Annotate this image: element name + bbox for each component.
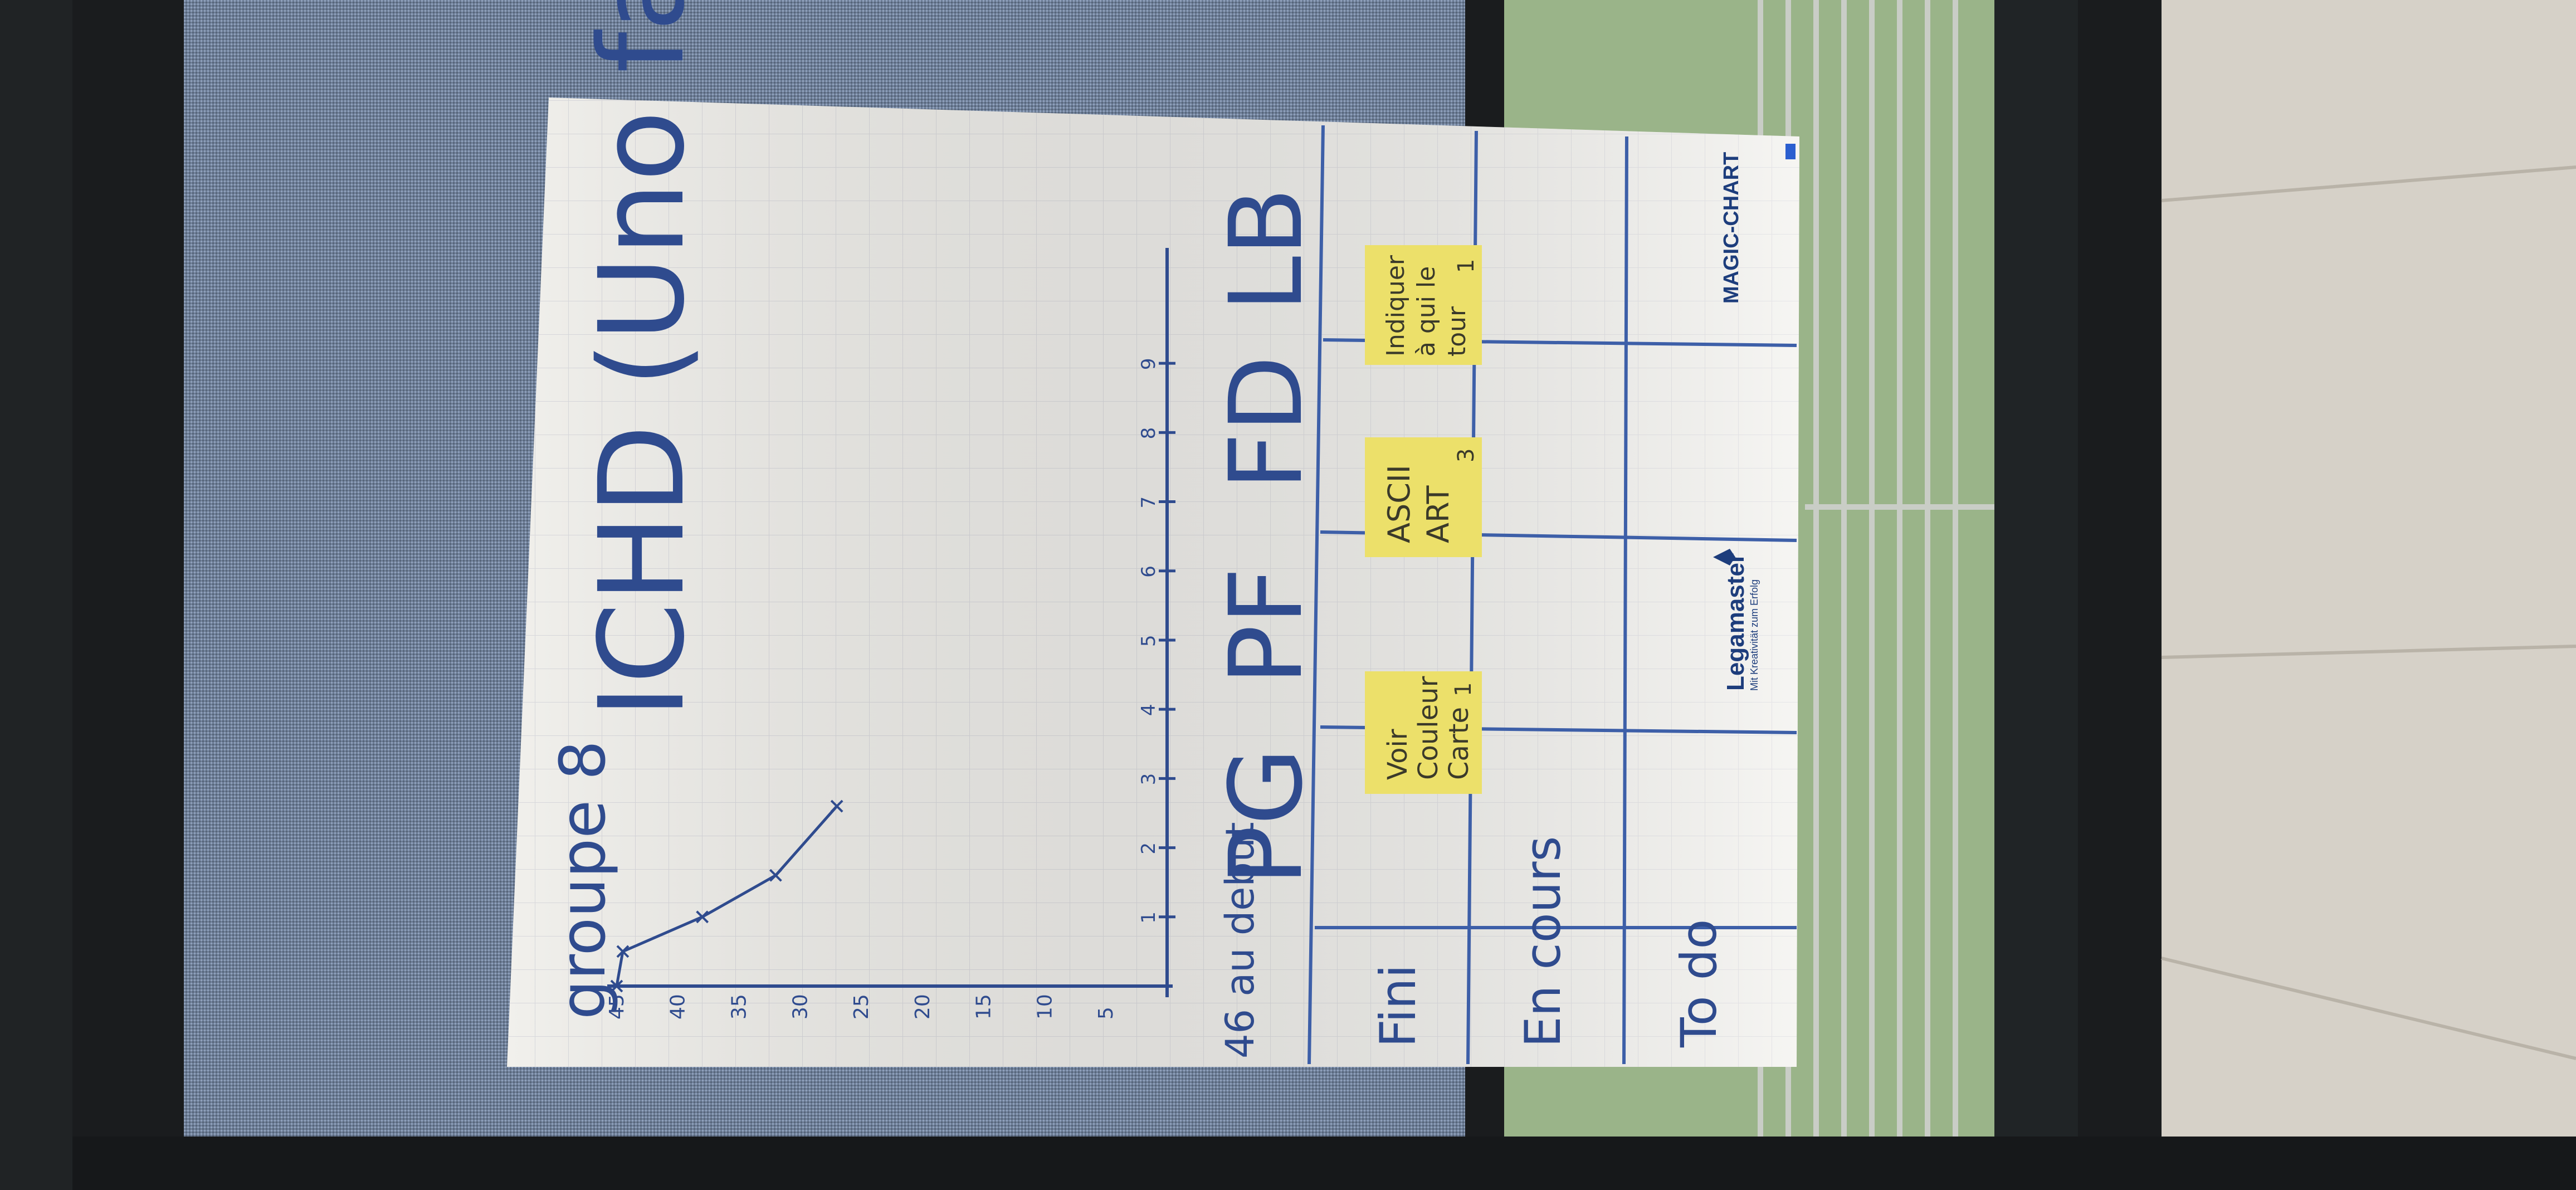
data-point (610, 979, 623, 993)
svg-text:Couleur: Couleur (1413, 676, 1444, 780)
y-tick-label: 40 (667, 994, 690, 1020)
sticky-note: Indiquer à qui le tour 1 (1365, 245, 1482, 365)
y-tick-label: 30 (789, 994, 812, 1020)
initials-lb: LB (1208, 187, 1325, 312)
legamaster-tagline: Mit Kreativität zum Erfolg (1749, 579, 1760, 691)
svg-text:tour: tour (1443, 306, 1471, 357)
window-sill (0, 1137, 2576, 1190)
y-tick-label: 45 (606, 994, 628, 1020)
window-mullion (1994, 0, 2078, 1190)
svg-text:1: 1 (1451, 682, 1476, 696)
svg-text:ASCII: ASCII (1382, 465, 1417, 543)
window-edge (0, 0, 72, 1190)
row-label-in-progress: En cours (1514, 836, 1572, 1047)
project-title: ICHD (Uno fatigue) (574, 0, 710, 719)
legamaster-logo: Legamaster (1722, 553, 1749, 691)
row-label-todo: To do (1670, 919, 1728, 1048)
svg-text:3: 3 (1453, 448, 1479, 462)
x-tick-label: 1 (1138, 911, 1160, 924)
svg-text:Carte: Carte (1443, 707, 1475, 780)
data-point (769, 869, 782, 882)
svg-text:à qui le: à qui le (1412, 266, 1441, 357)
sheet-tab (1785, 144, 1796, 159)
data-point (616, 945, 630, 958)
svg-text:1: 1 (1453, 259, 1479, 273)
data-point (830, 799, 843, 813)
y-tick-label: 10 (1033, 994, 1056, 1020)
sticky-note: Voir Couleur Carte 1 (1365, 671, 1482, 794)
y-tick-label: 25 (850, 994, 873, 1020)
legamaster-hand-icon (1713, 549, 1735, 565)
x-tick-label: 6 (1138, 565, 1160, 578)
svg-text:Voir: Voir (1382, 729, 1413, 780)
y-tick-label: 5 (1095, 1007, 1118, 1020)
start-note: 46 au debut (1217, 822, 1263, 1059)
magic-chart-logo: MAGIC-CHART (1720, 152, 1743, 304)
y-tick-label: 15 (973, 994, 996, 1020)
y-tick-label: 20 (911, 994, 934, 1020)
x-tick-label: 8 (1138, 427, 1160, 440)
x-tick-label: 4 (1138, 704, 1160, 716)
tile-lines (2161, 165, 2576, 1060)
initials-fd: FD (1208, 355, 1325, 490)
svg-text:ART: ART (1421, 485, 1456, 543)
x-tick-label: 3 (1138, 773, 1160, 786)
x-tick-label: 2 (1138, 842, 1160, 855)
svg-text:Indiquer: Indiquer (1382, 255, 1410, 357)
chart-axes (607, 248, 1173, 997)
x-tick-label: 9 (1138, 358, 1160, 370)
data-point (696, 910, 709, 924)
initials-pf: PF (1208, 567, 1325, 685)
x-tick-label: 7 (1138, 496, 1160, 509)
row-label-done: Fini (1369, 964, 1427, 1047)
initials-pg: PG (1208, 748, 1325, 886)
x-tick-label: 5 (1138, 635, 1160, 647)
group-heading: groupe 8 (547, 740, 619, 1020)
sticky-note: ASCII ART 3 (1365, 437, 1482, 557)
floor-tiles (2162, 0, 2576, 1148)
y-tick-label: 35 (728, 994, 751, 1020)
